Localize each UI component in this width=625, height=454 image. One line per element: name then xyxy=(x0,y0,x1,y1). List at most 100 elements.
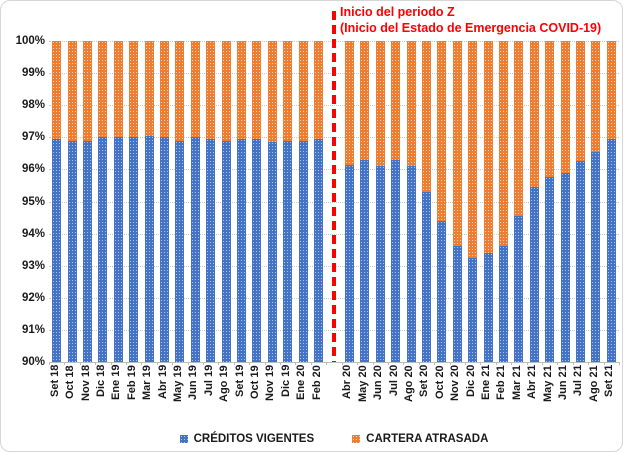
bar-segment-vigentes xyxy=(421,191,431,362)
bar-segment-vigentes xyxy=(98,137,108,362)
bar-segment-vigentes xyxy=(252,138,262,362)
annotation-line2: (Inicio del Estado de Emergencia COVID-1… xyxy=(340,21,602,35)
bar-segment-vigentes xyxy=(591,151,601,362)
bar-segment-atrasada xyxy=(575,41,585,162)
x-axis-label: May 21 xyxy=(541,365,554,402)
x-axis-label: Feb 20 xyxy=(310,365,323,400)
axis-tick xyxy=(280,362,282,365)
bar-segment-atrasada xyxy=(67,41,77,141)
x-axis-label: Set 21 xyxy=(603,365,616,398)
x-axis-label: Dic 20 xyxy=(464,365,477,398)
x-axis-label: Dic 19 xyxy=(279,365,292,398)
bar-segment-atrasada xyxy=(344,41,354,165)
axis-tick xyxy=(126,362,128,365)
bar-segment-vigentes xyxy=(206,138,216,362)
vigentes-swatch-icon xyxy=(179,435,188,443)
bar-segment-atrasada xyxy=(375,41,385,167)
bar-segment-vigentes xyxy=(529,187,539,362)
axis-tick xyxy=(295,362,297,365)
x-axis-label: Ene 20 xyxy=(295,365,308,401)
bar-segment-atrasada xyxy=(545,41,555,178)
annotation-line1: Inicio del periodo Z xyxy=(340,5,455,19)
axis-tick xyxy=(203,362,205,365)
x-axis-label: May 20 xyxy=(356,365,369,402)
bar-segment-vigentes xyxy=(452,246,462,362)
x-axis-label: Ago 21 xyxy=(587,365,600,402)
bar-segment-atrasada xyxy=(391,41,401,160)
axis-tick xyxy=(464,362,466,365)
axis-tick xyxy=(326,362,328,365)
axis-tick xyxy=(603,362,605,365)
y-tick-label: 97% xyxy=(21,131,45,144)
bar-segment-vigentes xyxy=(498,246,508,362)
bar-segment-vigentes xyxy=(52,138,62,362)
bar-segment-atrasada xyxy=(83,41,92,141)
bar-segment-atrasada xyxy=(437,41,447,221)
bar-segment-atrasada xyxy=(406,41,416,167)
axis-tick xyxy=(418,362,420,365)
x-axis-label: Set 20 xyxy=(418,365,431,398)
bar-segment-vigentes xyxy=(314,138,324,362)
axis-tick xyxy=(449,362,451,365)
x-axis-label: Jul 21 xyxy=(572,365,585,397)
bar-segment-atrasada xyxy=(98,41,108,138)
x-axis-line xyxy=(49,362,619,363)
bar-segment-vigentes xyxy=(267,142,277,362)
bar-segment-atrasada xyxy=(421,41,431,192)
bar-segment-vigentes xyxy=(545,177,555,362)
bar-segment-vigentes xyxy=(237,138,247,362)
y-tick-label: 93% xyxy=(21,259,45,272)
bar-segment-vigentes xyxy=(575,161,585,362)
axis-tick xyxy=(110,362,112,365)
x-axis-label: Abr 21 xyxy=(526,365,539,400)
bar-segment-atrasada xyxy=(498,41,508,247)
bar-segment-atrasada xyxy=(144,41,154,136)
bar-segment-vigentes xyxy=(129,137,139,362)
y-tick-label: 98% xyxy=(21,99,45,112)
axis-tick xyxy=(541,362,543,365)
x-axis-label: Ene 19 xyxy=(110,365,123,401)
x-axis-label: Dic 18 xyxy=(94,365,107,398)
x-axis-label: Set 18 xyxy=(48,365,61,398)
axis-tick xyxy=(572,362,574,365)
axis-tick xyxy=(156,362,158,365)
bar-segment-vigentes xyxy=(360,159,370,362)
x-axis-label: Jun 21 xyxy=(557,365,570,400)
axis-tick xyxy=(49,362,50,365)
bar-segment-vigentes xyxy=(344,164,354,362)
axis-tick xyxy=(511,362,513,365)
bar-segment-vigentes xyxy=(83,140,92,362)
y-tick-label: 92% xyxy=(21,291,45,304)
y-tick-label: 96% xyxy=(21,163,45,176)
x-axis-label: Feb 19 xyxy=(125,365,138,400)
axis-tick xyxy=(218,362,220,365)
bar-segment-vigentes xyxy=(375,166,385,362)
bar-segment-vigentes xyxy=(560,172,570,362)
bar-segment-atrasada xyxy=(606,41,616,139)
bar-segment-atrasada xyxy=(113,41,123,138)
bar-segment-vigentes xyxy=(606,138,616,362)
bar-segment-vigentes xyxy=(298,140,308,362)
bar-segment-atrasada xyxy=(237,41,247,139)
bar-segment-vigentes xyxy=(468,257,478,362)
bar-segment-vigentes xyxy=(406,166,416,362)
x-axis-label: Jul 19 xyxy=(202,365,215,397)
bar-segment-vigentes xyxy=(144,135,154,362)
x-axis-label: May 19 xyxy=(171,365,184,402)
legend-label-atrasada: CARTERA ATRASADA xyxy=(366,433,489,445)
x-axis-label: Jun 19 xyxy=(187,365,200,400)
axis-tick xyxy=(434,362,436,365)
bar-segment-atrasada xyxy=(206,41,216,139)
bar-segment-vigentes xyxy=(437,220,447,362)
bar-segment-atrasada xyxy=(483,41,493,253)
bar-segment-atrasada xyxy=(160,41,170,138)
bar-segment-vigentes xyxy=(113,137,123,362)
legend-item-vigentes: CRÉDITOS VIGENTES xyxy=(179,433,314,445)
bar-segment-atrasada xyxy=(529,41,539,188)
y-tick-label: 91% xyxy=(21,323,45,336)
bar-segment-vigentes xyxy=(514,215,524,362)
axis-tick xyxy=(357,362,359,365)
x-axis-label: Nov 19 xyxy=(264,365,277,402)
axis-tick xyxy=(310,362,312,365)
